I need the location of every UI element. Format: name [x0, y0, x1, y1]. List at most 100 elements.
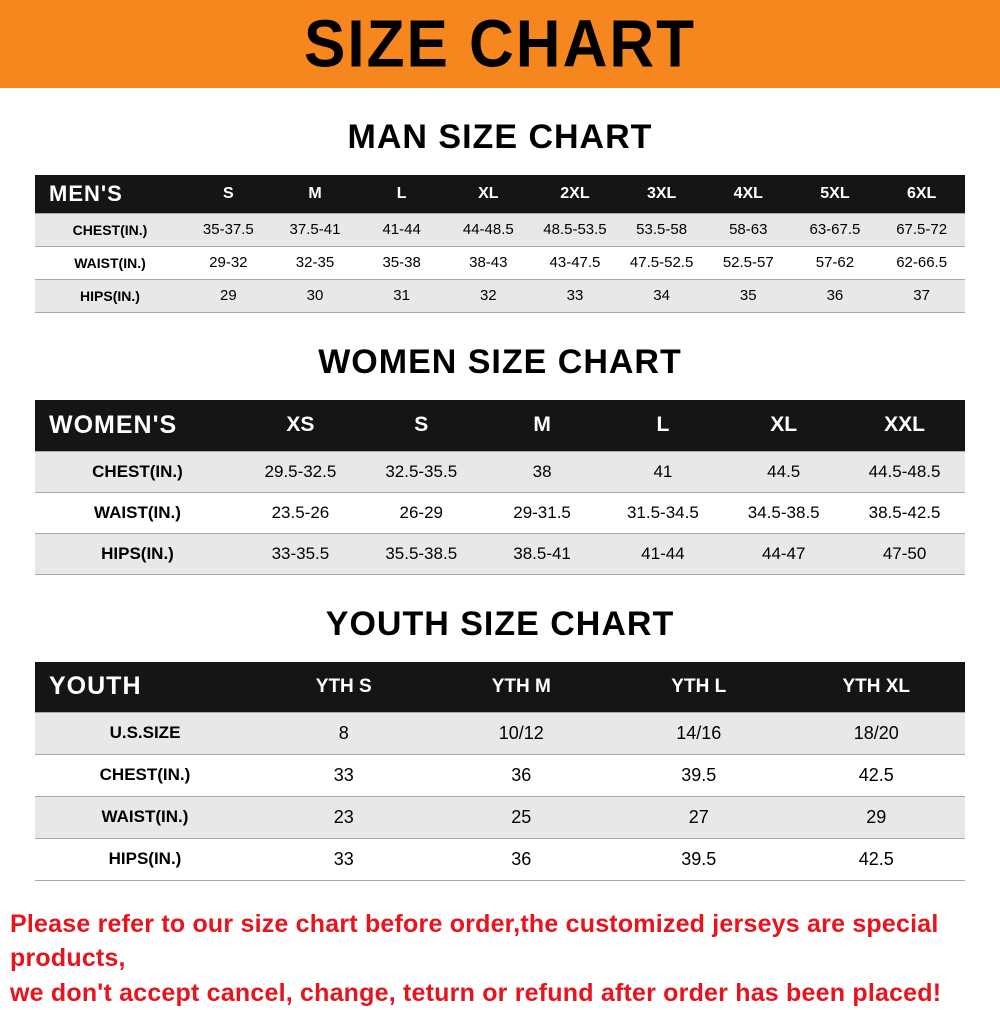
- row-label: WAIST(IN.): [35, 246, 185, 279]
- column-header: XS: [240, 400, 361, 452]
- size-cell: 35-37.5: [185, 213, 272, 246]
- size-cell: 33-35.5: [240, 534, 361, 575]
- banner: SIZE CHART: [0, 0, 1000, 88]
- size-cell: 33: [255, 838, 433, 880]
- size-cell: 37: [878, 279, 965, 312]
- size-cell: 41-44: [602, 534, 723, 575]
- size-cell: 32-35: [272, 246, 359, 279]
- women-size-chart-heading: WOMEN SIZE CHART: [0, 343, 1000, 382]
- table-corner-label: WOMEN'S: [35, 400, 240, 452]
- size-cell: 63-67.5: [792, 213, 879, 246]
- size-cell: 36: [792, 279, 879, 312]
- order-policy-note: Please refer to our size chart before or…: [10, 907, 1000, 1010]
- size-cell: 35-38: [358, 246, 445, 279]
- size-cell: 44-47: [723, 534, 844, 575]
- row-label: CHEST(IN.): [35, 213, 185, 246]
- column-header: 2XL: [532, 175, 619, 213]
- size-cell: 42.5: [788, 838, 966, 880]
- size-cell: 39.5: [610, 754, 788, 796]
- row-label: HIPS(IN.): [35, 279, 185, 312]
- size-cell: 31: [358, 279, 445, 312]
- column-header: L: [602, 400, 723, 452]
- column-header: YTH L: [610, 662, 788, 712]
- size-cell: 41: [602, 452, 723, 493]
- column-header: 4XL: [705, 175, 792, 213]
- size-cell: 67.5-72: [878, 213, 965, 246]
- size-cell: 44.5-48.5: [844, 452, 965, 493]
- size-cell: 36: [433, 754, 611, 796]
- size-cell: 29.5-32.5: [240, 452, 361, 493]
- size-cell: 43-47.5: [532, 246, 619, 279]
- size-cell: 36: [433, 838, 611, 880]
- size-cell: 33: [532, 279, 619, 312]
- size-cell: 47-50: [844, 534, 965, 575]
- size-cell: 41-44: [358, 213, 445, 246]
- page-title: SIZE CHART: [304, 6, 696, 83]
- size-cell: 62-66.5: [878, 246, 965, 279]
- size-cell: 23: [255, 796, 433, 838]
- column-header: XL: [723, 400, 844, 452]
- column-header: S: [185, 175, 272, 213]
- column-header: YTH XL: [788, 662, 966, 712]
- column-header: S: [361, 400, 482, 452]
- row-label: WAIST(IN.): [35, 796, 255, 838]
- table-corner-label: YOUTH: [35, 662, 255, 712]
- size-cell: 32.5-35.5: [361, 452, 482, 493]
- size-cell: 18/20: [788, 712, 966, 754]
- size-cell: 37.5-41: [272, 213, 359, 246]
- size-cell: 27: [610, 796, 788, 838]
- size-cell: 39.5: [610, 838, 788, 880]
- size-cell: 14/16: [610, 712, 788, 754]
- column-header: 6XL: [878, 175, 965, 213]
- size-cell: 35: [705, 279, 792, 312]
- size-cell: 58-63: [705, 213, 792, 246]
- size-cell: 48.5-53.5: [532, 213, 619, 246]
- column-header: YTH S: [255, 662, 433, 712]
- column-header: M: [272, 175, 359, 213]
- size-cell: 33: [255, 754, 433, 796]
- size-cell: 29-32: [185, 246, 272, 279]
- youth-size-chart-heading: YOUTH SIZE CHART: [0, 605, 1000, 644]
- order-policy-line1: Please refer to our size chart before or…: [10, 910, 939, 973]
- order-policy-line2: we don't accept cancel, change, teturn o…: [10, 979, 941, 1007]
- size-cell: 25: [433, 796, 611, 838]
- row-label: CHEST(IN.): [35, 452, 240, 493]
- size-cell: 44-48.5: [445, 213, 532, 246]
- size-cell: 34.5-38.5: [723, 493, 844, 534]
- size-cell: 34: [618, 279, 705, 312]
- man-size-chart-heading: MAN SIZE CHART: [0, 118, 1000, 157]
- size-cell: 52.5-57: [705, 246, 792, 279]
- row-label: HIPS(IN.): [35, 838, 255, 880]
- column-header: M: [482, 400, 603, 452]
- size-cell: 42.5: [788, 754, 966, 796]
- size-cell: 10/12: [433, 712, 611, 754]
- size-cell: 29: [788, 796, 966, 838]
- size-cell: 38-43: [445, 246, 532, 279]
- column-header: 5XL: [792, 175, 879, 213]
- size-cell: 38.5-42.5: [844, 493, 965, 534]
- column-header: XXL: [844, 400, 965, 452]
- column-header: YTH M: [433, 662, 611, 712]
- size-cell: 23.5-26: [240, 493, 361, 534]
- size-cell: 38: [482, 452, 603, 493]
- size-cell: 29: [185, 279, 272, 312]
- row-label: WAIST(IN.): [35, 493, 240, 534]
- size-cell: 8: [255, 712, 433, 754]
